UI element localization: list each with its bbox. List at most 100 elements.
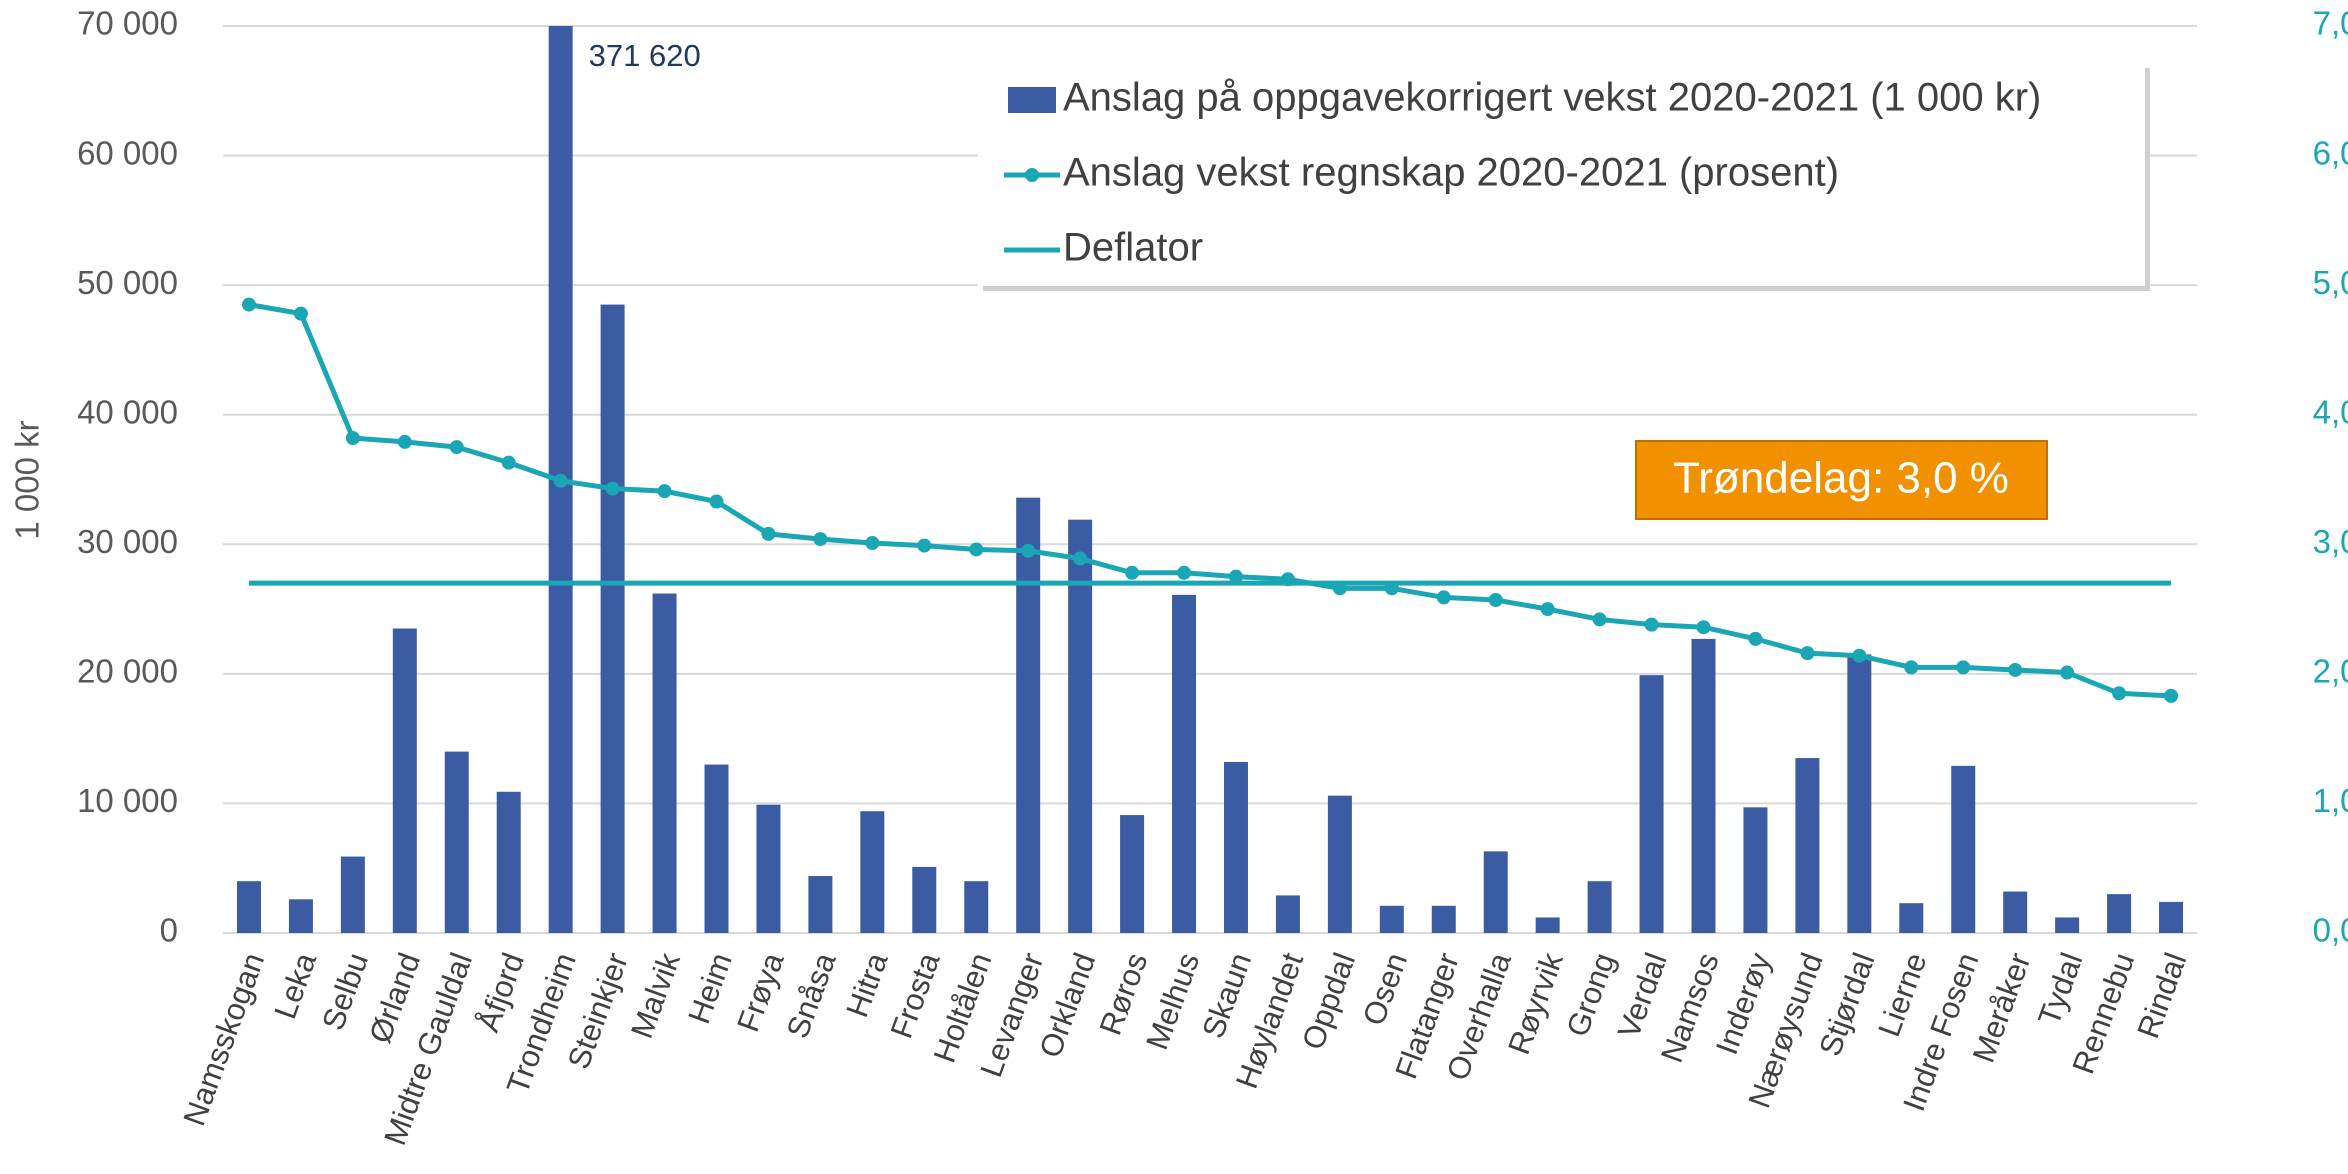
bar [444,751,469,933]
bar [1120,815,1145,933]
y-tick-label: 50 000 [77,264,178,301]
bar [1223,761,1248,933]
y2-tick-label: 5,0 % [2313,264,2348,301]
point [605,481,620,496]
point [501,455,516,470]
bar [964,881,989,933]
y-tick-label: 30 000 [77,523,178,560]
bar [1587,881,1612,933]
bar [1275,895,1300,933]
bar [1795,758,1820,933]
point [969,542,984,557]
point [1904,660,1919,675]
bar [340,856,365,933]
point [2164,688,2179,703]
point [553,473,568,488]
point [1021,543,1036,558]
bar [1639,675,1664,933]
bar [860,811,885,933]
point [1696,620,1711,635]
bar [2055,917,2080,933]
bar [496,791,521,933]
point [2008,662,2023,677]
point [1956,660,1971,675]
y2-tick-label: 3,0 % [2313,523,2348,560]
y-tick-label: 10 000 [77,782,178,819]
annotation-box [1635,440,2048,520]
point [657,484,672,499]
point [2112,686,2127,701]
x-tick-label: Heim [681,948,739,1028]
bar [1016,497,1041,933]
y2-tick-label: 2,0 % [2313,653,2348,690]
bar [1899,903,1924,933]
x-tick-label: Leka [267,948,323,1024]
point [1177,565,1192,580]
point [2060,665,2075,680]
bar [1535,917,1560,933]
y2-tick-label: 4,0 % [2313,393,2348,430]
point [813,532,828,547]
bar [1743,807,1768,933]
bar [2159,901,2184,933]
bar [392,628,417,933]
x-tick-label: Tydal [2031,948,2089,1030]
point [1540,602,1555,617]
point [1125,565,1140,580]
y2-tick-label: 0,0 % [2313,912,2348,949]
bar [1483,851,1508,933]
bar [2003,891,2028,933]
bar [704,764,729,933]
line [248,302,2172,699]
bar [1691,638,1716,933]
y2-tick-label: 1,0 % [2313,782,2348,819]
y-axis-title: 1 000 kr [9,420,46,539]
point [345,431,360,446]
x-tick-label: Namsskogan [176,948,271,1130]
value-label: 371 620 [589,38,701,73]
legend-swatch [1025,168,1039,182]
y-tick-label: 20 000 [77,653,178,690]
x-tick-label: Osen [1356,948,1414,1030]
bar [652,593,677,933]
point [1852,648,1867,663]
y2-tick-label: 6,0 % [2313,134,2348,171]
bar [1379,905,1404,933]
bar [548,26,573,933]
bar [1068,519,1093,933]
point [449,440,464,455]
bar [756,804,781,933]
y-tick-label: 40 000 [77,393,178,430]
point [1228,569,1243,584]
bar [1951,765,1976,933]
bar [288,899,313,933]
point [241,297,256,312]
point [865,535,880,550]
bar [1172,594,1197,933]
bar [1431,905,1456,933]
point [293,306,308,321]
bar [600,304,625,933]
point [1073,551,1088,566]
point [917,538,932,553]
y2-tick-label: 7,0 % [2313,5,2348,42]
y-tick-label: 0 [160,912,178,949]
plot [236,26,2184,933]
y-tick-label: 70 000 [77,5,178,42]
overlay: 371 620 Anslag på oppgavekorrigert vekst … [241,38,2179,703]
point [761,526,776,541]
point [1436,590,1451,605]
legend-label: Anslag på oppgavekorrigert vekst 2020-20… [1063,76,2041,120]
point [1800,646,1815,661]
point [1592,612,1607,627]
legend-label: Deflator [1063,226,1203,270]
point [1488,593,1503,608]
y-tick-label: 60 000 [77,134,178,171]
annotation: Trøndelag: 3,0 % [1673,454,2009,503]
point [1644,617,1659,632]
legend [978,63,2145,286]
x-tick-label: Selbu [315,948,375,1034]
bar [912,866,937,933]
x-tick-label: Hitra [839,948,895,1022]
